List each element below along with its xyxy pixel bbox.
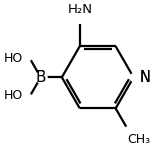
Text: CH₃: CH₃ [128, 133, 151, 146]
Text: HO: HO [4, 89, 23, 102]
Text: H₂N: H₂N [67, 3, 92, 16]
Text: N: N [140, 70, 151, 85]
Text: B: B [36, 70, 46, 85]
Text: N: N [140, 70, 151, 85]
Text: B: B [36, 70, 46, 85]
Text: HO: HO [4, 52, 23, 65]
